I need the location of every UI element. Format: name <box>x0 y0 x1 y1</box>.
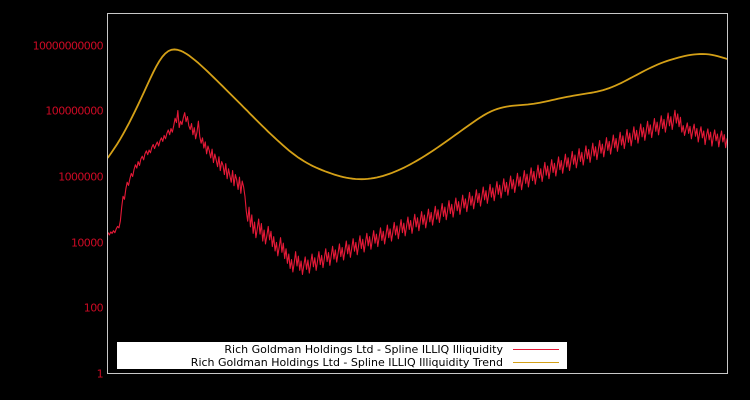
legend-entry-illiquidity: Rich Goldman Holdings Ltd - Spline ILLIQ… <box>117 343 567 356</box>
y-axis-tick-1000000: 1000000 <box>58 171 103 184</box>
chart-canvas: 10000000000 100000000 1000000 10000 100 1 Ric… <box>0 0 750 400</box>
legend-entry-trend: Rich Goldman Holdings Ltd - Spline ILLIQ… <box>117 356 567 369</box>
y-axis-tick-10000: 10000 <box>71 236 103 249</box>
legend-swatch-trend <box>513 362 559 363</box>
y-axis-tick-labels: 10000000000 100000000 1000000 10000 100 1 <box>0 0 103 400</box>
chart-legend: Rich Goldman Holdings Ltd - Spline ILLIQ… <box>116 341 568 370</box>
y-axis-tick-100000000: 100000000 <box>45 105 103 118</box>
y-axis-tick-1: 1 <box>97 368 103 381</box>
legend-label-illiquidity: Rich Goldman Holdings Ltd - Spline ILLIQ… <box>224 343 503 356</box>
legend-swatch-illiquidity <box>513 349 559 350</box>
plot-area <box>107 13 728 374</box>
trend-line-path <box>108 49 727 179</box>
y-axis-tick-100: 100 <box>84 302 103 315</box>
legend-label-trend: Rich Goldman Holdings Ltd - Spline ILLIQ… <box>191 356 503 369</box>
y-axis-tick-10000000000: 10000000000 <box>33 39 103 52</box>
series-plot <box>108 14 727 373</box>
illiquidity-line-path <box>108 110 727 274</box>
